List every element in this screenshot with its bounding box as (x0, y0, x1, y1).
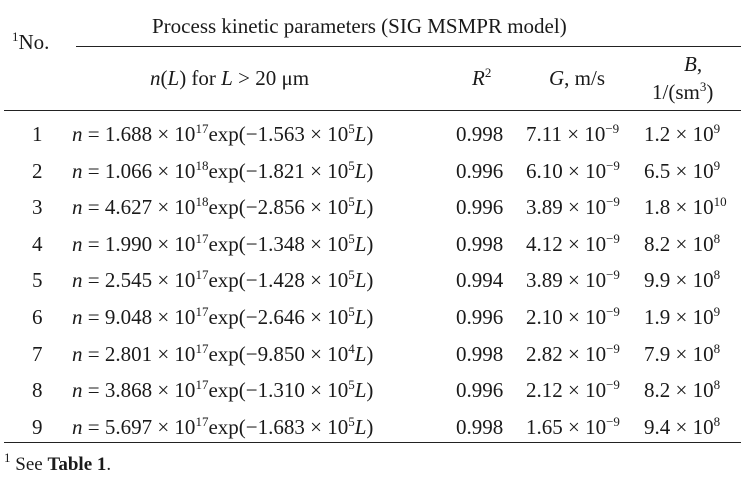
table-row: 5 n = 2.545 × 1017exp(−1.428 × 105L) 0.994… (4, 262, 741, 296)
row-r-squared: 0.994 (456, 268, 504, 293)
row-number: 7 (32, 341, 43, 366)
row-nucleation-rate: 8.2 × 108 (644, 230, 721, 256)
row-r-squared: 0.996 (456, 378, 504, 403)
row-distribution-equation: n = 2.801 × 1017exp(−9.850 × 104L) (72, 340, 374, 366)
row-growth-rate: 2.12 × 10−9 (526, 377, 620, 403)
row-growth-rate: 3.89 × 10−9 (526, 194, 620, 220)
row-r-squared: 0.996 (456, 305, 504, 329)
header-group-title: Process kinetic parameters (SIG MSMPR mo… (152, 14, 567, 38)
header-r-squared: R2 (472, 65, 492, 90)
row-distribution-equation: n = 1.688 × 1017exp(−1.563 × 105L) (72, 121, 374, 146)
table-row: 8 n = 3.868 × 1017exp(−1.310 × 105L) 0.996… (4, 372, 741, 406)
header-growth-rate: G, m/s (549, 66, 606, 90)
row-r-squared: 0.996 (456, 158, 504, 183)
row-growth-rate: 7.11 × 10−9 (526, 121, 620, 146)
row-number: 9 (32, 414, 43, 439)
row-r-squared: 0.998 (456, 341, 504, 366)
row-growth-rate: 2.82 × 10−9 (526, 340, 620, 366)
row-r-squared: 0.996 (456, 195, 504, 220)
row-nucleation-rate: 7.9 × 108 (644, 340, 721, 366)
row-growth-rate: 2.10 × 10−9 (526, 304, 620, 329)
row-nucleation-rate: 1.8 × 1010 (644, 194, 727, 220)
header-no: 1No. (12, 29, 50, 54)
row-nucleation-rate: 6.5 × 109 (644, 157, 721, 183)
row-r-squared: 0.998 (456, 414, 504, 439)
row-growth-rate: 1.65 × 10−9 (526, 413, 620, 439)
row-nucleation-rate: 9.9 × 108 (644, 267, 721, 293)
row-r-squared: 0.998 (456, 231, 504, 256)
row-distribution-equation: n = 2.545 × 1017exp(−1.428 × 105L) (72, 267, 374, 293)
table-row: 2 n = 1.066 × 1018exp(−1.821 × 105L) 0.996… (4, 153, 741, 187)
header-b-line2: 1/(sm3) (652, 79, 714, 104)
row-r-squared: 0.998 (456, 122, 504, 146)
header-rule (4, 110, 741, 111)
table-row: 7 n = 2.801 × 1017exp(−9.850 × 104L) 0.998… (4, 336, 741, 370)
row-distribution-equation: n = 9.048 × 1017exp(−2.646 × 105L) (72, 304, 374, 329)
row-growth-rate: 4.12 × 10−9 (526, 230, 620, 256)
table-row: 1 n = 1.688 × 1017exp(−1.563 × 105L) 0.998… (4, 116, 741, 150)
row-number: 8 (32, 378, 43, 403)
row-number: 4 (32, 231, 43, 256)
table-row: 3 n = 4.627 × 1018exp(−2.856 × 105L) 0.996… (4, 189, 741, 223)
row-nucleation-rate: 1.2 × 109 (644, 121, 721, 146)
row-nucleation-rate: 8.2 × 108 (644, 377, 721, 403)
row-distribution-equation: n = 4.627 × 1018exp(−2.856 × 105L) (72, 194, 374, 220)
row-nucleation-rate: 9.4 × 108 (644, 413, 721, 439)
table-row: 4 n = 1.990 × 1017exp(−1.348 × 105L) 0.998… (4, 226, 741, 260)
row-distribution-equation: n = 1.066 × 1018exp(−1.821 × 105L) (72, 157, 374, 183)
row-number: 5 (32, 268, 43, 293)
row-distribution-equation: n = 1.990 × 1017exp(−1.348 × 105L) (72, 230, 374, 256)
row-nucleation-rate: 1.9 × 109 (644, 304, 721, 329)
table-row: 9 n = 5.697 × 1017exp(−1.683 × 105L) 0.998… (4, 409, 741, 443)
row-number: 1 (32, 122, 43, 146)
header-b-line1: B, (684, 52, 703, 76)
row-distribution-equation: n = 5.697 × 1017exp(−1.683 × 105L) (72, 413, 374, 439)
row-number: 3 (32, 195, 43, 220)
row-growth-rate: 6.10 × 10−9 (526, 157, 620, 183)
row-number: 2 (32, 158, 43, 183)
footnote: 1 See Table 1. (4, 450, 112, 475)
group-rule (76, 46, 741, 47)
header-n-of-l: n(L) for L > 20 μm (150, 66, 310, 90)
bottom-rule (4, 442, 741, 443)
row-distribution-equation: n = 3.868 × 1017exp(−1.310 × 105L) (72, 377, 374, 403)
row-number: 6 (32, 305, 43, 329)
table-row: 6 n = 9.048 × 1017exp(−2.646 × 105L) 0.996… (4, 299, 741, 333)
row-growth-rate: 3.89 × 10−9 (526, 267, 620, 293)
